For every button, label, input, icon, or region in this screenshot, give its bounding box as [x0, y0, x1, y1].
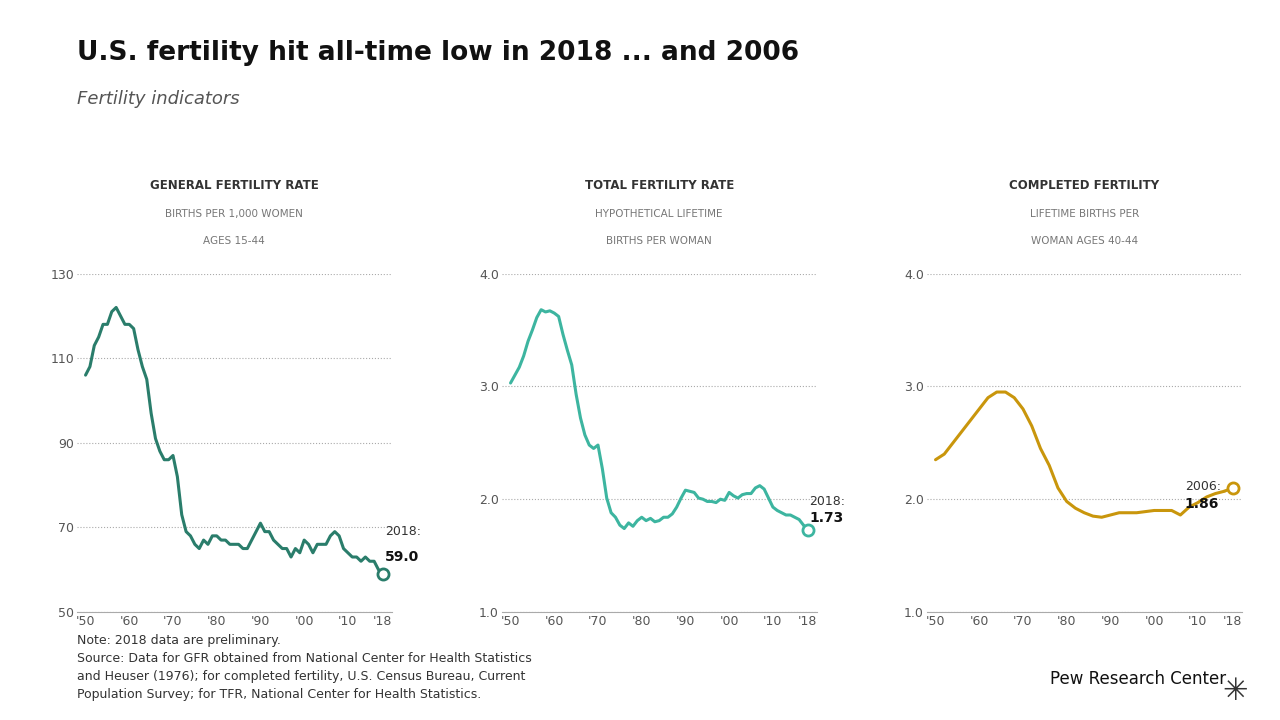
Text: HYPOTHETICAL LIFETIME: HYPOTHETICAL LIFETIME — [595, 210, 723, 220]
Text: BIRTHS PER 1,000 WOMEN: BIRTHS PER 1,000 WOMEN — [165, 210, 303, 220]
Text: 2006:: 2006: — [1185, 480, 1221, 493]
Text: 1.73: 1.73 — [809, 511, 844, 526]
Text: Pew Research Center: Pew Research Center — [1050, 670, 1226, 688]
Text: TOTAL FERTILITY RATE: TOTAL FERTILITY RATE — [585, 179, 733, 192]
Text: U.S. fertility hit all-time low in 2018 ... and 2006: U.S. fertility hit all-time low in 2018 … — [77, 40, 799, 66]
Text: AGES 15-44: AGES 15-44 — [204, 236, 265, 246]
Text: WOMAN AGES 40-44: WOMAN AGES 40-44 — [1030, 236, 1138, 246]
Text: 1.86: 1.86 — [1185, 497, 1219, 510]
Text: Fertility indicators: Fertility indicators — [77, 90, 239, 108]
Text: LIFETIME BIRTHS PER: LIFETIME BIRTHS PER — [1029, 210, 1139, 220]
Text: 2018:: 2018: — [385, 525, 421, 538]
Text: 2018:: 2018: — [809, 495, 845, 508]
Text: COMPLETED FERTILITY: COMPLETED FERTILITY — [1009, 179, 1160, 192]
Text: 59.0: 59.0 — [385, 550, 420, 564]
Text: GENERAL FERTILITY RATE: GENERAL FERTILITY RATE — [150, 179, 319, 192]
Text: Note: 2018 data are preliminary.
Source: Data for GFR obtained from National Cen: Note: 2018 data are preliminary. Source:… — [77, 634, 531, 701]
Text: BIRTHS PER WOMAN: BIRTHS PER WOMAN — [607, 236, 712, 246]
Text: ✳: ✳ — [1222, 677, 1248, 706]
